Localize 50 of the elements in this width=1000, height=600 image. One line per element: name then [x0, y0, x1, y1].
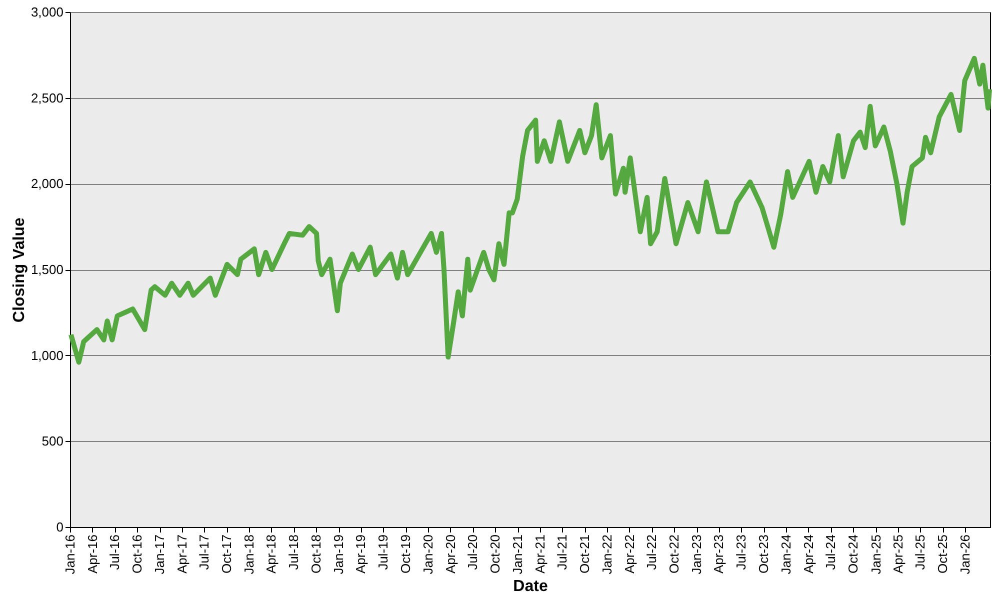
x-tick-label: Jan-24: [778, 534, 794, 574]
x-tick-label: Jul-20: [465, 534, 480, 570]
y-axis-title: Closing Value: [10, 217, 28, 322]
x-tick-label: Jul-22: [644, 534, 660, 570]
x-tick-label: Jan-16: [62, 534, 78, 574]
x-tick-label: Apr-23: [711, 534, 726, 574]
y-tick-label: 2,500: [30, 90, 64, 106]
x-tick-label: Jul-16: [107, 534, 122, 570]
x-tick-label: Jan-17: [152, 534, 168, 574]
x-tick-label: Jul-17: [196, 534, 212, 570]
y-tick-label: 500: [42, 434, 64, 449]
x-tick-label: Apr-19: [353, 534, 368, 574]
x-tick-label: Oct-25: [935, 534, 950, 574]
y-tick-label: 1,500: [30, 262, 64, 277]
x-tick-label: Jan-20: [420, 534, 436, 574]
x-tick-label: Oct-22: [666, 534, 682, 574]
x-tick-label: Jul-24: [823, 534, 838, 570]
x-tick-label: Jan-18: [242, 534, 257, 574]
x-tick-label: Apr-24: [800, 534, 816, 574]
y-tick-label: 0: [56, 520, 64, 534]
x-tick-label: Oct-20: [488, 534, 503, 574]
x-axis-title: Date: [513, 578, 548, 596]
y-tick-label: 3,000: [30, 4, 64, 20]
x-tick-label: Oct-23: [756, 534, 772, 574]
x-tick-label: Jul-23: [734, 534, 749, 570]
y-tick-label: 1,000: [30, 348, 64, 363]
x-tick-label: Oct-16: [130, 534, 145, 574]
x-tick-label: Apr-20: [442, 534, 458, 574]
x-tick-label: Jul-19: [375, 534, 390, 570]
x-tick-label: Oct-24: [846, 534, 861, 574]
x-tick-label: Oct-21: [577, 534, 592, 574]
x-tick-label: Jul-18: [286, 534, 302, 570]
x-tick-label: Jan-23: [689, 534, 704, 574]
x-tick-label: Jan-21: [510, 534, 526, 574]
y-tick-label: 2,000: [30, 176, 64, 192]
x-tick-label: Jul-25: [912, 534, 928, 570]
x-tick-label: Jan-25: [868, 534, 884, 574]
x-tick-label: Apr-21: [532, 534, 548, 574]
x-tick-label: Jan-26: [958, 534, 973, 574]
x-tick-label: Apr-16: [84, 534, 100, 574]
x-tick-label: Oct-18: [308, 534, 324, 574]
x-tick-label: Jan-22: [600, 534, 615, 574]
x-tick-label: Jan-19: [331, 534, 346, 574]
x-tick-label: Apr-22: [622, 534, 637, 574]
x-tick-label: Apr-18: [264, 534, 279, 574]
x-tick-label: Apr-25: [890, 534, 906, 574]
x-tick-label: Apr-17: [174, 534, 190, 574]
x-tick-label: Oct-17: [219, 534, 234, 574]
x-tick-label: Oct-19: [398, 534, 414, 574]
x-tick-label: Jul-21: [554, 534, 570, 570]
